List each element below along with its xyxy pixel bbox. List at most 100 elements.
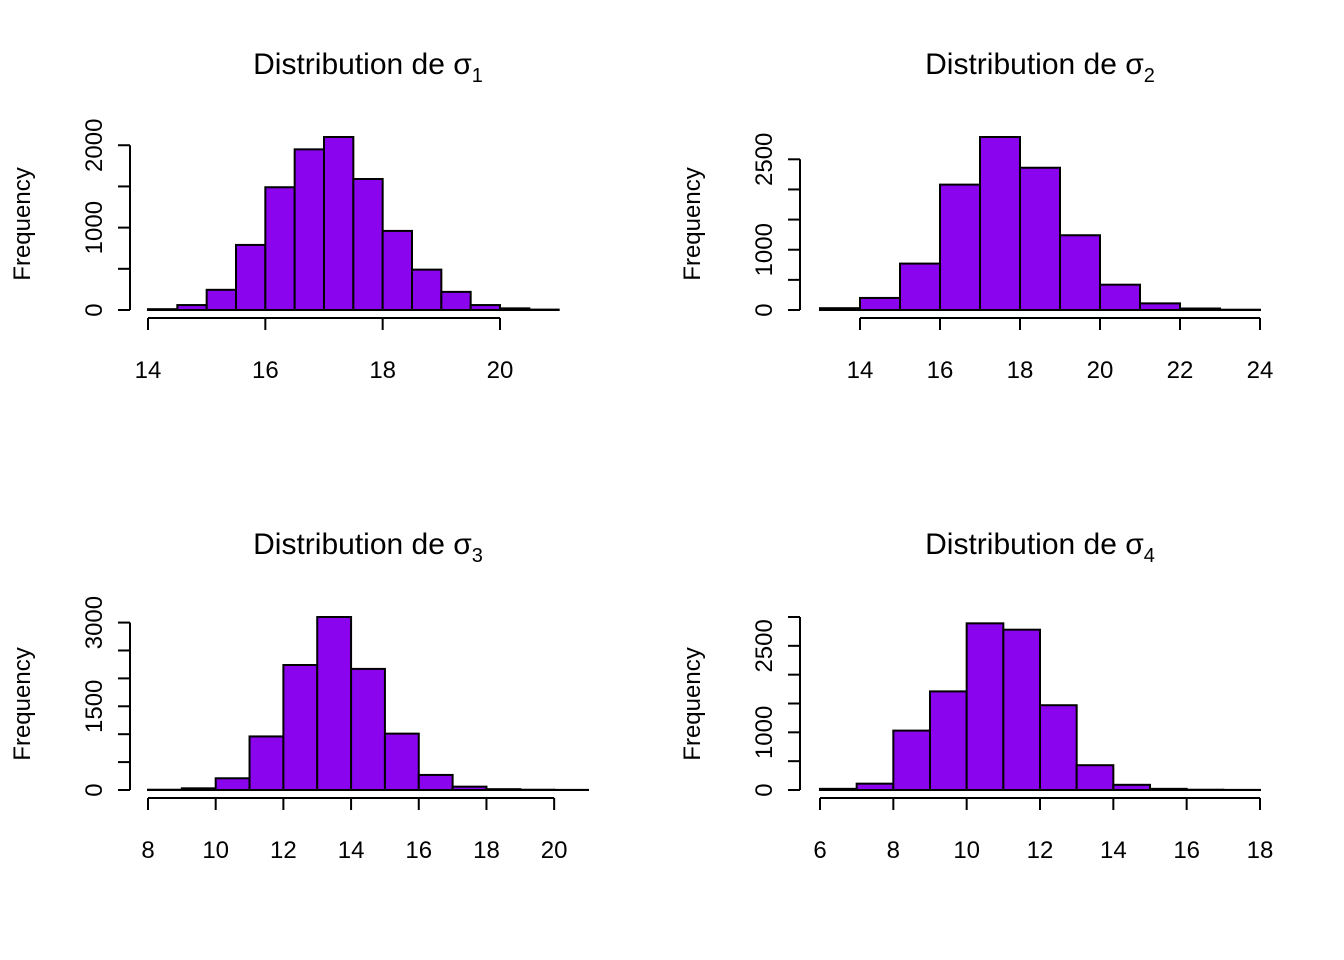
bars bbox=[147, 616, 590, 792]
y-axis-label: Frequency bbox=[9, 167, 36, 280]
x-axis: 6 8 10 12 14 16 18 bbox=[813, 797, 1274, 864]
histogram-bar bbox=[316, 616, 353, 791]
bars bbox=[819, 136, 1261, 312]
histogram-bar bbox=[293, 148, 325, 311]
histogram-bar bbox=[235, 243, 267, 312]
histogram-bar bbox=[323, 136, 355, 311]
histogram-bar bbox=[411, 268, 443, 311]
bars bbox=[147, 136, 560, 312]
y-axis: 0 1000 2500 bbox=[751, 616, 801, 797]
histogram-bar bbox=[1075, 764, 1115, 791]
histogram-bar bbox=[499, 307, 531, 312]
x-axis: 14 16 18 20 bbox=[135, 317, 514, 384]
histogram-bar bbox=[1149, 787, 1188, 792]
histogram-bar bbox=[485, 788, 522, 791]
x-tick-label: 20 bbox=[487, 357, 514, 384]
y-tick-label: 0 bbox=[81, 783, 108, 796]
x-tick-label: 10 bbox=[953, 837, 980, 864]
x-tick-label: 14 bbox=[338, 837, 365, 864]
x-tick-label: 14 bbox=[847, 357, 874, 384]
y-axis: 0 1000 2000 bbox=[81, 119, 131, 317]
x-tick-label: 10 bbox=[202, 837, 229, 864]
y-tick-label: 2500 bbox=[751, 619, 778, 672]
histogram-bar bbox=[248, 735, 285, 791]
y-tick-label: 3000 bbox=[81, 596, 108, 649]
x-axis: 8 10 12 14 16 18 20 bbox=[141, 797, 568, 864]
x-tick-label: 14 bbox=[1100, 837, 1127, 864]
x-tick-label: 20 bbox=[1087, 357, 1114, 384]
histogram-bar bbox=[440, 290, 472, 311]
histogram-bar bbox=[979, 136, 1021, 311]
histogram-bar bbox=[1039, 704, 1078, 791]
y-tick-label: 1500 bbox=[81, 680, 108, 733]
histogram-bar bbox=[205, 288, 238, 312]
bars bbox=[819, 622, 1262, 792]
histogram-panel-sigma4: Distribution de σ4 Frequency 6 8 10 12 14 16 1… bbox=[679, 528, 1273, 864]
y-axis: 0 1500 3000 bbox=[81, 596, 131, 797]
histogram-bar bbox=[899, 262, 941, 311]
chart-title: Distribution de σ3 bbox=[253, 528, 483, 567]
y-tick-label: 1000 bbox=[81, 201, 108, 254]
histogram-bar bbox=[451, 785, 488, 791]
y-tick-label: 2500 bbox=[751, 133, 778, 186]
x-tick-label: 16 bbox=[405, 837, 432, 864]
x-tick-label: 20 bbox=[541, 837, 568, 864]
histogram-bar bbox=[1099, 283, 1141, 311]
histogram-bar bbox=[180, 787, 217, 791]
chart-title: Distribution de σ2 bbox=[925, 48, 1155, 87]
x-tick-label: 16 bbox=[252, 357, 279, 384]
histogram-bar bbox=[350, 667, 386, 792]
histogram-bar bbox=[469, 304, 501, 311]
y-tick-label: 0 bbox=[751, 783, 778, 796]
histogram-bar bbox=[965, 622, 1005, 791]
y-tick-label: 2000 bbox=[81, 119, 108, 172]
histogram-bar bbox=[939, 183, 981, 311]
histogram-bar bbox=[282, 663, 319, 791]
x-tick-label: 8 bbox=[141, 837, 154, 864]
x-tick-label: 18 bbox=[1247, 837, 1274, 864]
histogram-bar bbox=[176, 304, 208, 311]
y-tick-label: 0 bbox=[751, 303, 778, 316]
x-tick-label: 12 bbox=[270, 837, 297, 864]
x-tick-label: 18 bbox=[473, 837, 500, 864]
x-axis: 14 16 18 20 22 24 bbox=[847, 317, 1274, 384]
y-axis: 0 1000 2500 bbox=[751, 133, 801, 317]
histogram-bar bbox=[855, 782, 895, 792]
histogram-bar bbox=[264, 186, 296, 311]
y-axis-label: Frequency bbox=[679, 167, 706, 280]
y-tick-label: 1000 bbox=[751, 706, 778, 759]
histogram-bar bbox=[892, 729, 931, 791]
x-tick-label: 12 bbox=[1027, 837, 1054, 864]
x-tick-label: 14 bbox=[135, 357, 162, 384]
histogram-bar bbox=[1179, 307, 1221, 312]
chart-title: Distribution de σ1 bbox=[253, 48, 483, 87]
histogram-bar bbox=[859, 296, 901, 311]
x-tick-label: 6 bbox=[813, 837, 826, 864]
y-tick-label: 1000 bbox=[751, 223, 778, 276]
histogram-bar bbox=[214, 777, 251, 791]
histogram-bar bbox=[819, 307, 861, 312]
histogram-bar bbox=[929, 690, 968, 792]
histogram-bar bbox=[417, 773, 454, 791]
histogram-bar bbox=[1112, 783, 1152, 791]
histogram-panel-sigma1: Distribution de σ1 Frequency 14 16 18 20 0 1… bbox=[9, 48, 560, 384]
x-tick-label: 8 bbox=[887, 837, 900, 864]
histogram-bar bbox=[147, 308, 179, 311]
chart-title: Distribution de σ4 bbox=[925, 528, 1155, 567]
histogram-bar bbox=[1059, 234, 1101, 311]
histogram-bar bbox=[1019, 166, 1061, 311]
histogram-bar bbox=[352, 178, 384, 311]
x-tick-label: 16 bbox=[927, 357, 954, 384]
histogram-bar bbox=[381, 229, 413, 312]
x-tick-label: 16 bbox=[1173, 837, 1200, 864]
x-tick-label: 22 bbox=[1167, 357, 1194, 384]
x-tick-label: 18 bbox=[1007, 357, 1034, 384]
x-tick-label: 24 bbox=[1247, 357, 1274, 384]
x-tick-label: 18 bbox=[369, 357, 396, 384]
y-tick-label: 0 bbox=[81, 303, 108, 316]
y-axis-label: Frequency bbox=[679, 647, 706, 760]
histogram-bar bbox=[1002, 628, 1041, 791]
histogram-bar bbox=[383, 732, 420, 792]
histogram-panel-sigma3: Distribution de σ3 Frequency 8 10 12 14 16 18… bbox=[9, 528, 590, 864]
